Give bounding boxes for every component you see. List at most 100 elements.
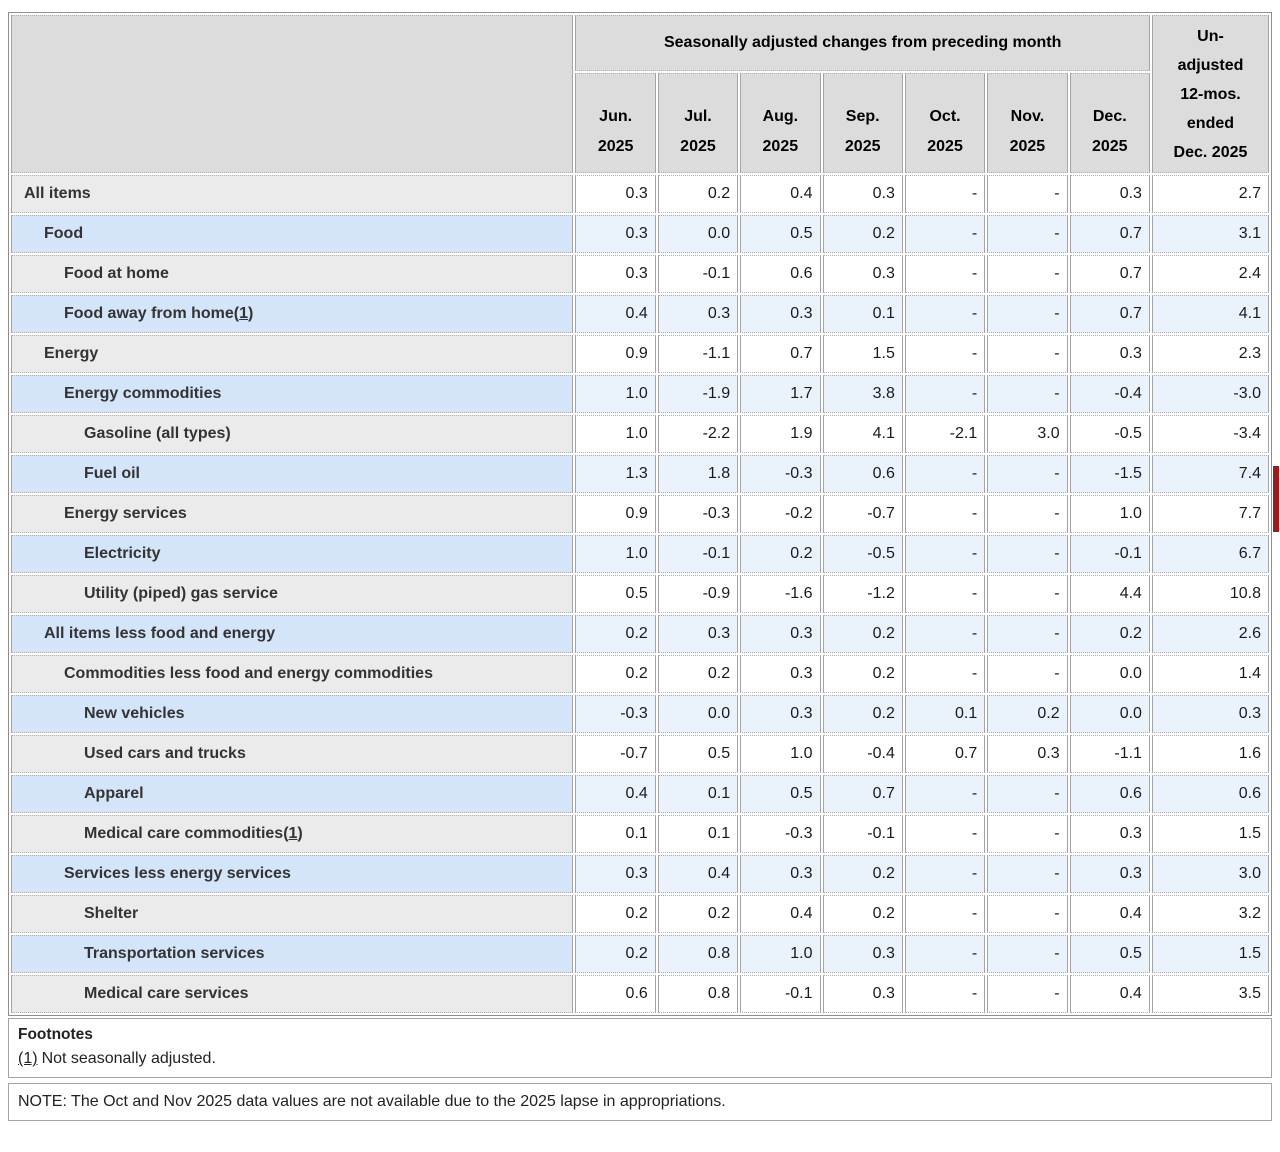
data-cell: 0.1 (904, 695, 986, 733)
data-cell: 0.3 (575, 855, 656, 893)
data-cell: 3.8 (822, 375, 903, 413)
data-cell: 0.2 (822, 615, 903, 653)
data-cell: 0.6 (575, 975, 656, 1013)
data-cell: - (987, 855, 1068, 893)
data-cell: 1.8 (657, 455, 739, 493)
data-cell: - (904, 895, 986, 933)
data-cell: 6.7 (1151, 535, 1269, 573)
data-cell: - (904, 495, 986, 533)
data-cell: - (904, 175, 986, 213)
data-cell: 0.3 (1069, 815, 1150, 853)
data-cell: 0.2 (740, 535, 821, 573)
table-row: All items less food and energy 0.2 0.3 0.3 0… (11, 615, 1269, 653)
row-label-cell: Fuel oil (11, 455, 574, 493)
data-cell: 0.6 (1151, 775, 1269, 813)
data-cell: - (987, 375, 1068, 413)
data-cell: - (904, 615, 986, 653)
data-cell: - (987, 215, 1068, 253)
scrollbar-red-marker (1273, 466, 1279, 532)
data-cell: 0.3 (987, 735, 1068, 773)
data-cell: 1.7 (740, 375, 821, 413)
data-cell: 0.5 (575, 575, 656, 613)
table-row: Apparel 0.4 0.1 0.5 0.7- -0.6 0.6 (11, 775, 1269, 813)
row-label-cell: Gasoline (all types) (11, 415, 574, 453)
data-cell: 0.3 (1151, 695, 1269, 733)
row-label-cell: Shelter (11, 895, 574, 933)
data-cell: - (904, 855, 986, 893)
footnote-ref-link[interactable]: 1 (288, 825, 298, 842)
data-cell: -1.2 (822, 575, 903, 613)
data-cell: - (987, 655, 1068, 693)
data-cell: 1.0 (740, 735, 821, 773)
data-cell: 0.2 (1069, 615, 1150, 653)
row-label-cell: Food (11, 215, 574, 253)
row-label-cell: New vehicles (11, 695, 574, 733)
table-header: Seasonally adjusted changes from precedi… (11, 15, 1269, 173)
row-label-cell: Energy services (11, 495, 574, 533)
note-section: NOTE: The Oct and Nov 2025 data values a… (8, 1083, 1272, 1121)
table-row: Gasoline (all types) 1.0 -2.2 1.9 4.1 -2.1 3.0… (11, 415, 1269, 453)
seasonally-adjusted-group-header: Seasonally adjusted changes from precedi… (575, 15, 1150, 71)
month-header-cell: Aug. 2025 (740, 73, 821, 173)
data-cell: - (987, 255, 1068, 293)
data-cell: - (987, 615, 1068, 653)
data-cell: 0.6 (1069, 775, 1150, 813)
table-row: Shelter 0.2 0.2 0.4 0.2- -0.4 3.2 (11, 895, 1269, 933)
data-cell: - (987, 335, 1068, 373)
data-cell: 1.0 (575, 535, 656, 573)
data-cell: -0.3 (740, 455, 821, 493)
data-cell: -0.5 (822, 535, 903, 573)
data-cell: 0.7 (822, 775, 903, 813)
data-cell: - (987, 455, 1068, 493)
table-row: Energy commodities 1.0 -1.9 1.7 3.8- - -0.4 -3.… (11, 375, 1269, 413)
data-cell: 0.3 (1069, 175, 1150, 213)
row-label-cell: Medical care services (11, 975, 574, 1013)
data-cell: - (904, 215, 986, 253)
data-cell: -3.0 (1151, 375, 1269, 413)
table-row: Electricity 1.0 -0.1 0.2 -0.5- - -0.1 6.7 (11, 535, 1269, 573)
data-cell: 2.7 (1151, 175, 1269, 213)
data-cell: 0.3 (1069, 855, 1150, 893)
data-cell: - (904, 975, 986, 1013)
data-cell: - (904, 535, 986, 573)
table-row: Food away from home(1) 0.4 0.3 0.3 0.1- -0.7 4… (11, 295, 1269, 333)
data-cell: 0.3 (575, 255, 656, 293)
data-cell: 0.7 (1069, 255, 1150, 293)
data-cell: - (987, 775, 1068, 813)
data-cell: 0.3 (575, 215, 656, 253)
data-cell: 0.1 (657, 775, 739, 813)
data-cell: 0.2 (822, 215, 903, 253)
data-cell: - (904, 255, 986, 293)
data-cell: -1.9 (657, 375, 739, 413)
data-cell: 0.7 (740, 335, 821, 373)
footnote-text: Not seasonally adjusted. (41, 1050, 216, 1067)
data-cell: 0.5 (1069, 935, 1150, 973)
data-cell: 0.8 (657, 975, 739, 1013)
data-cell: 1.5 (822, 335, 903, 373)
row-label-cell: Medical care commodities(1) (11, 815, 574, 853)
data-cell: 0.2 (822, 895, 903, 933)
data-cell: 0.2 (822, 695, 903, 733)
data-cell: 0.2 (657, 175, 739, 213)
table-row: Used cars and trucks -0.7 0.5 1.0 -0.4 0.7 0.3… (11, 735, 1269, 773)
footnote-ref-link[interactable]: 1 (239, 305, 249, 322)
row-label-cell: Used cars and trucks (11, 735, 574, 773)
data-cell: 0.2 (575, 615, 656, 653)
footnotes-title: Footnotes (18, 1026, 93, 1043)
data-cell: 7.7 (1151, 495, 1269, 533)
data-cell: 0.4 (575, 295, 656, 333)
data-cell: 0.3 (740, 695, 821, 733)
footnote-ref-link[interactable]: (1) (18, 1050, 38, 1067)
data-cell: - (987, 575, 1068, 613)
table-row: Energy services 0.9 -0.3 -0.2 -0.7- -1.0 7.7 (11, 495, 1269, 533)
footnote-item: (1) Not seasonally adjusted. (18, 1050, 1262, 1068)
data-cell: 0.3 (740, 655, 821, 693)
data-cell: -0.2 (740, 495, 821, 533)
data-cell: 0.4 (1069, 975, 1150, 1013)
data-cell: -0.3 (740, 815, 821, 853)
data-cell: 4.1 (1151, 295, 1269, 333)
data-cell: 0.5 (657, 735, 739, 773)
row-label-cell: Food away from home(1) (11, 295, 574, 333)
data-cell: 4.4 (1069, 575, 1150, 613)
data-cell: 10.8 (1151, 575, 1269, 613)
